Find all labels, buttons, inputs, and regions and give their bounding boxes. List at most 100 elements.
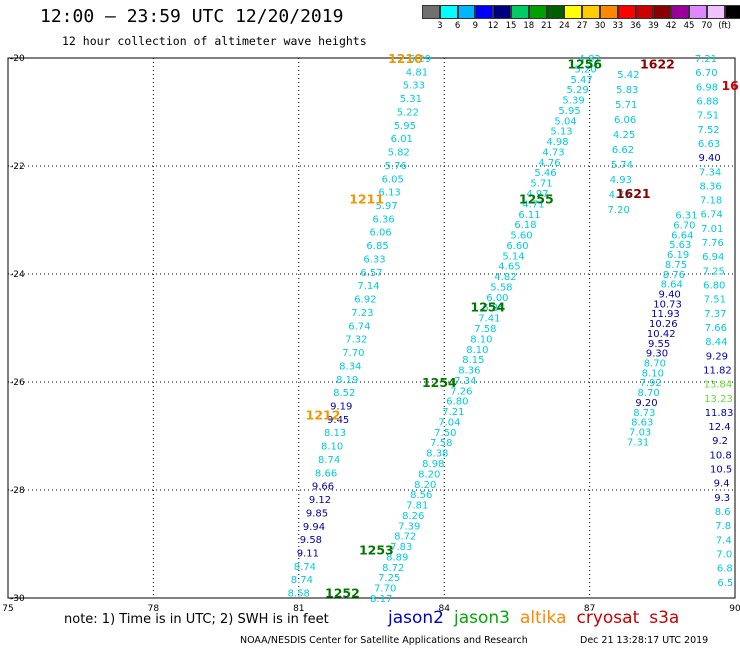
wave-height-value: 5.46: [534, 168, 556, 179]
wave-height-value: 8.58: [288, 589, 310, 600]
wave-height-value: 7.01: [701, 224, 723, 235]
y-tick-label: -26: [10, 378, 25, 388]
wave-height-value: 10.73: [653, 299, 682, 310]
color-scale-label: 24: [558, 21, 570, 31]
wave-height-value: 8.10: [321, 442, 343, 453]
x-tick-label: 78: [148, 604, 160, 614]
wave-height-value: 8.38: [426, 449, 448, 460]
x-tick-label: 84: [438, 604, 450, 614]
color-swatch: [706, 5, 725, 19]
color-scale-bar: [422, 5, 740, 19]
color-swatch: [475, 5, 494, 19]
wave-height-value: 7.26: [450, 386, 472, 397]
wave-height-value: 7.39: [398, 521, 420, 532]
wave-height-value: 10.8: [709, 450, 731, 461]
wave-height-value: 5.60: [510, 231, 532, 242]
footer-timestamp: Dec 21 13:28:17 UTC 2019: [580, 635, 709, 646]
wave-height-value: 9.40: [698, 153, 720, 164]
wave-height-value: 4.71: [522, 199, 544, 210]
wave-height-value: 8.52: [333, 388, 355, 399]
color-scale-label: 45: [683, 21, 695, 31]
pass-number-label: 1622: [640, 56, 675, 71]
wave-height-value: 6.06: [614, 115, 636, 126]
wave-height-value: 8.70: [644, 359, 666, 370]
wave-height-value: 5.63: [669, 240, 691, 251]
wave-height-value: 8.74: [291, 575, 313, 586]
wave-height-value: 6.57: [360, 268, 382, 279]
wave-height-value: 7.58: [474, 324, 496, 335]
wave-height-value: 9.2: [712, 436, 728, 447]
wave-height-value: 7.41: [478, 314, 500, 325]
wave-height-value: 6.5: [717, 578, 733, 589]
wave-height-value: 6.98: [696, 82, 718, 93]
wave-height-value: 8.17: [370, 594, 392, 605]
wave-height-value: 8.72: [394, 532, 416, 543]
wave-height-value: 6.11: [518, 210, 540, 221]
pass-number-label: 1211: [349, 191, 384, 206]
wave-height-value: 6.94: [702, 252, 724, 263]
wave-height-value: 8.36: [700, 181, 722, 192]
wave-height-value: 8.70: [637, 388, 659, 399]
pass-number-label: 1210: [388, 51, 423, 66]
wave-height-value: 8.74: [294, 562, 316, 573]
wave-height-value: 9.3: [714, 493, 730, 504]
wave-height-value: 4.81: [406, 67, 428, 78]
wave-height-value: 7.37: [704, 309, 726, 320]
wave-height-value: 5.14: [502, 251, 524, 262]
color-scale-label: 9: [472, 21, 479, 31]
color-scale-label: 3: [437, 21, 443, 31]
color-swatch: [422, 5, 440, 19]
color-scale-label: 15: [505, 21, 517, 31]
wave-height-value: 5.33: [403, 81, 425, 92]
color-scale-label: 33: [612, 21, 624, 31]
color-scale-label: 30: [594, 21, 606, 31]
wave-height-value: 10.5: [710, 465, 732, 476]
wave-height-value: 4.65: [498, 262, 520, 273]
wave-height-value: 5.42: [617, 70, 639, 81]
wave-height-value: 10.42: [647, 329, 676, 340]
legend-item-jason2: jason2: [388, 608, 444, 628]
wave-height-value: 7.25: [703, 266, 725, 277]
wave-height-value: 6.92: [354, 295, 376, 306]
wave-height-value: 8.34: [339, 361, 361, 372]
wave-height-value: 6.05: [382, 174, 404, 185]
page-subtitle: 12 hour collection of altimeter wave hei…: [62, 34, 367, 48]
wave-height-value: 6.31: [675, 211, 697, 222]
y-tick-label: -24: [10, 270, 25, 280]
wave-height-value: 5.97: [376, 201, 398, 212]
wave-height-value: 8.6: [715, 507, 731, 518]
wave-height-value: 8.10: [466, 345, 488, 356]
wave-height-value: 5.22: [397, 107, 419, 118]
wave-height-value: 10.26: [649, 319, 678, 330]
wave-height-value: 11.82: [703, 365, 732, 376]
wave-height-value: 9.58: [300, 535, 322, 546]
footer-note: note: 1) Time is in UTC; 2) SWH is in fe…: [64, 612, 329, 627]
color-swatch: [546, 5, 565, 19]
wave-height-value: 8.20: [418, 469, 440, 480]
wave-height-value: 7.81: [406, 501, 428, 512]
wave-height-value: 4.93: [610, 175, 632, 186]
wave-height-value: 7.23: [351, 308, 373, 319]
wave-height-value: 5.29: [566, 85, 588, 96]
wave-height-value: 7.70: [374, 584, 396, 595]
color-swatch: [617, 5, 636, 19]
wave-height-value: 11.83: [705, 408, 734, 419]
wave-height-value: 9.66: [312, 482, 334, 493]
color-scale-labels: 3 6 9 12 15 18 21 24 27 30 33 36 39 42 45 70 (ft): [422, 21, 740, 33]
wave-height-value: 6.00: [486, 293, 508, 304]
wave-height-value: 9.12: [309, 495, 331, 506]
wave-height-value: 8.13: [324, 428, 346, 439]
wave-height-value: 8.72: [382, 563, 404, 574]
wave-height-value: 7.21: [695, 54, 717, 65]
color-scale-label: 6: [454, 21, 461, 31]
wave-height-value: 6.70: [695, 68, 717, 79]
color-swatch: [599, 5, 618, 19]
wave-height-value: 4.82: [494, 272, 516, 283]
wave-height-value: 8.74: [318, 455, 340, 466]
wave-height-value: 6.64: [671, 230, 693, 241]
pass-number-label: 1212: [306, 407, 341, 422]
pass-number-label: 1254: [470, 299, 505, 314]
color-swatch: [635, 5, 654, 19]
wave-height-value: 5.29: [409, 54, 431, 65]
color-scale-label: 36: [630, 21, 642, 31]
